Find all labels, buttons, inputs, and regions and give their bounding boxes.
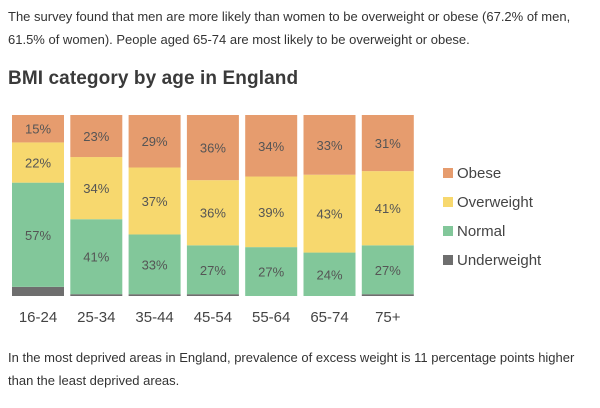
intro-paragraph: The survey found that men are more likel… (8, 9, 571, 47)
x-tick-label-75: 75+ (375, 309, 401, 326)
data-label-overweight-75: 41% (375, 201, 401, 216)
bar-segment-normal-25-34 (70, 219, 123, 295)
legend-label-normal: Normal (457, 222, 506, 240)
bar-segment-obese-45-54 (186, 115, 239, 181)
legend-item-underweight: Underweight (443, 250, 541, 270)
data-label-obese-16-24: 15% (25, 122, 51, 137)
data-label-normal-45-54: 27% (200, 263, 226, 278)
data-label-overweight-25-34: 34% (83, 181, 109, 196)
data-label-normal-55-64: 27% (258, 265, 284, 280)
bar-segment-obese-55-64 (245, 115, 298, 177)
legend-swatch-obese (443, 168, 453, 178)
bar-segment-obese-35-44 (128, 115, 181, 168)
bar-segment-underweight-16-24 (12, 286, 64, 296)
bar-segment-overweight-45-54 (186, 180, 239, 246)
bar-segment-normal-16-24 (12, 182, 64, 287)
bar-segment-overweight-75 (361, 171, 414, 246)
outro-paragraph: In the most deprived areas in England, p… (8, 350, 575, 388)
bar-segment-overweight-16-24 (12, 142, 64, 183)
bar-segment-normal-65-74 (303, 252, 356, 296)
bar-segment-overweight-65-74 (303, 174, 356, 253)
data-label-obese-65-74: 33% (316, 138, 342, 153)
bar-segment-overweight-35-44 (128, 167, 181, 235)
chart-title: BMI category by age in England (8, 68, 299, 89)
data-label-obese-35-44: 29% (142, 134, 168, 149)
data-label-normal-16-24: 57% (25, 228, 51, 243)
x-tick-label-65-74: 65-74 (310, 309, 348, 326)
bar-segment-normal-45-54 (186, 245, 239, 295)
legend-swatch-underweight (443, 255, 453, 265)
data-label-normal-25-34: 41% (83, 250, 109, 265)
x-tick-label-35-44: 35-44 (135, 309, 173, 326)
data-label-obese-55-64: 34% (258, 139, 284, 154)
data-label-obese-25-34: 23% (83, 129, 109, 144)
bar-segment-underweight-75 (361, 294, 414, 296)
data-label-overweight-45-54: 36% (200, 206, 226, 221)
legend-label-obese: Obese (457, 164, 502, 182)
bar-segment-obese-75 (361, 115, 414, 172)
legend-item-overweight: Overweight (443, 192, 533, 212)
legend-swatch-overweight (443, 197, 453, 207)
x-tick-label-55-64: 55-64 (252, 309, 290, 326)
x-tick-label-45-54: 45-54 (194, 309, 232, 326)
data-label-overweight-16-24: 22% (25, 156, 51, 171)
data-label-normal-35-44: 33% (142, 257, 168, 272)
bar-segment-obese-25-34 (70, 115, 123, 158)
data-label-overweight-55-64: 39% (258, 205, 284, 220)
bar-segment-underweight-45-54 (186, 294, 239, 296)
data-label-obese-75: 31% (375, 136, 401, 151)
bar-segment-underweight-35-44 (128, 294, 181, 296)
x-tick-label-25-34: 25-34 (77, 309, 115, 326)
data-label-overweight-35-44: 37% (142, 194, 168, 209)
bar-segment-overweight-25-34 (70, 157, 123, 220)
data-label-obese-45-54: 36% (200, 141, 226, 156)
bmi-stacked-bar-chart: 57% 22% 15% 41% 34% 23% 33% 37% 29% 27% 36% 36% 27% 3… (12, 115, 414, 326)
bar-segment-normal-75 (361, 245, 414, 295)
x-tick-label-16-24: 16-24 (19, 309, 57, 326)
legend-swatch-normal (443, 226, 453, 236)
bar-segment-obese-65-74 (303, 115, 356, 175)
legend-item-normal: Normal (443, 221, 505, 241)
data-label-overweight-65-74: 43% (316, 207, 342, 222)
bar-segment-normal-55-64 (245, 247, 298, 296)
bar-segment-normal-35-44 (128, 234, 181, 295)
legend-label-overweight: Overweight (457, 193, 533, 211)
bar-segment-obese-16-24 (12, 115, 64, 143)
bar-segment-overweight-55-64 (245, 176, 298, 248)
data-label-normal-65-74: 24% (316, 267, 342, 282)
legend-item-obese: Obese (443, 163, 501, 183)
legend-label-underweight: Underweight (457, 251, 542, 269)
bar-segment-underweight-25-34 (70, 294, 123, 296)
data-label-normal-75: 27% (375, 263, 401, 278)
